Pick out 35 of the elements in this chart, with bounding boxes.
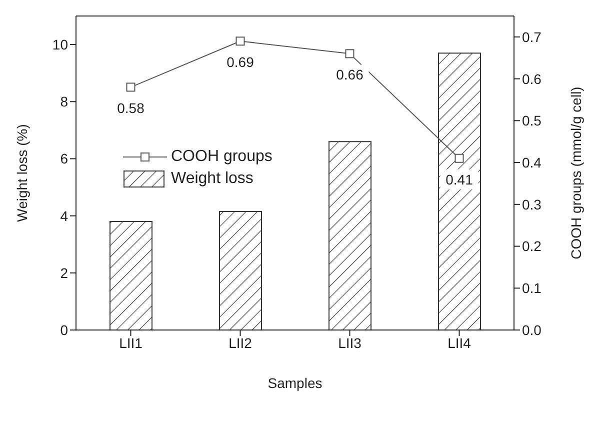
y2-tick-label: 0.2 bbox=[522, 238, 542, 254]
data-label: 0.41 bbox=[446, 171, 474, 188]
y-tick-label: 8 bbox=[60, 94, 68, 110]
point bbox=[126, 82, 136, 92]
y2-axis-title: COOH groups (mmol/g cell) bbox=[568, 86, 584, 260]
bar bbox=[219, 211, 262, 330]
y-axis-title: Weight loss (%) bbox=[14, 124, 30, 222]
y-tick-label: 4 bbox=[60, 208, 68, 224]
y2-tick-label: 0.1 bbox=[522, 280, 542, 296]
y2-tick-label: 0.3 bbox=[522, 196, 542, 212]
y2-tick-label: 0.4 bbox=[522, 154, 542, 171]
y-tick-label: 6 bbox=[60, 150, 68, 167]
data-label: 0.69 bbox=[226, 54, 254, 70]
x-tick-label: LII2 bbox=[228, 334, 252, 351]
data-label: 0.58 bbox=[117, 100, 145, 116]
y-tick-label: 0 bbox=[60, 322, 68, 338]
y-tick-label: 10 bbox=[52, 36, 68, 53]
y2-tick-label: 0.7 bbox=[522, 28, 542, 45]
y2-tick-label: 0.6 bbox=[522, 70, 542, 87]
bar bbox=[110, 221, 152, 330]
point bbox=[236, 36, 245, 46]
legend-label: COOH groups bbox=[171, 148, 272, 166]
legend-label: Weight loss bbox=[171, 170, 254, 188]
point bbox=[345, 49, 354, 58]
bar bbox=[328, 141, 372, 330]
y-tick-label: 2 bbox=[60, 264, 68, 281]
y2-tick-label: 0.5 bbox=[522, 112, 542, 129]
x-tick-label: LII4 bbox=[448, 334, 472, 351]
y2-tick-label: 0.0 bbox=[522, 322, 542, 338]
data-label: 0.66 bbox=[336, 66, 364, 83]
x-axis-title: Samples bbox=[268, 375, 322, 391]
x-tick-label: LII3 bbox=[338, 334, 362, 351]
bar bbox=[438, 52, 481, 330]
point bbox=[454, 154, 464, 163]
x-tick-label: LII1 bbox=[119, 334, 143, 351]
